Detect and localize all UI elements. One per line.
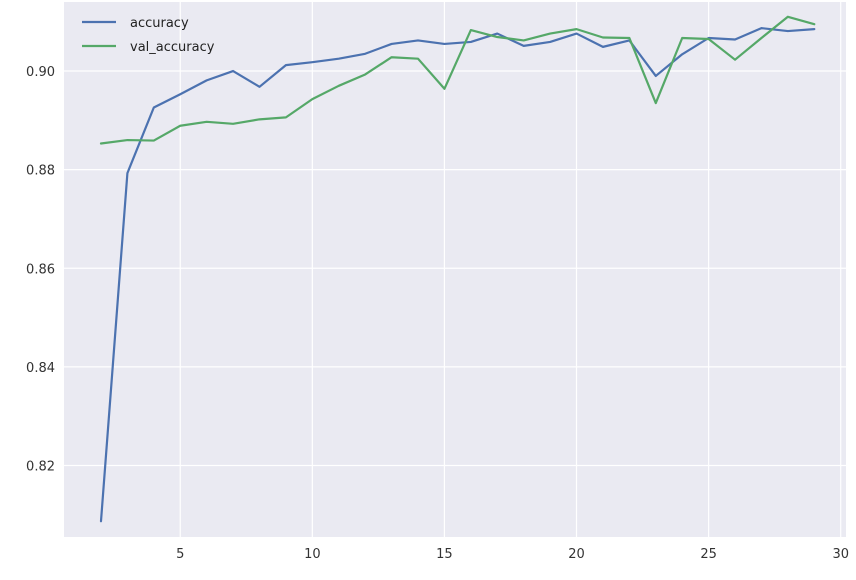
x-tick-label: 10	[304, 547, 321, 562]
y-tick-label: 0.88	[26, 164, 55, 179]
y-tick-label: 0.84	[26, 361, 55, 376]
y-tick-label: 0.86	[26, 262, 55, 277]
x-tick-label: 25	[700, 547, 717, 562]
x-tick-label: 30	[832, 547, 849, 562]
series-line-val-accuracy	[99, 15, 816, 145]
legend: accuracy val_accuracy	[82, 16, 215, 55]
y-tick-label: 0.90	[26, 65, 55, 80]
x-tick-label: 15	[436, 547, 453, 562]
series-line-accuracy	[99, 27, 816, 523]
x-tick-label: 5	[176, 547, 184, 562]
legend-label-accuracy: accuracy	[130, 16, 189, 31]
series-lines	[99, 15, 816, 523]
y-tick-label: 0.82	[26, 460, 55, 475]
y-axis-ticks: 0.82 0.84 0.86 0.88 0.90	[26, 65, 55, 474]
plot-background	[64, 2, 846, 537]
x-axis-ticks: 5 10 15 20 25 30	[176, 547, 849, 562]
x-tick-label: 20	[568, 547, 585, 562]
grid	[64, 2, 846, 537]
legend-label-val-accuracy: val_accuracy	[130, 40, 215, 55]
